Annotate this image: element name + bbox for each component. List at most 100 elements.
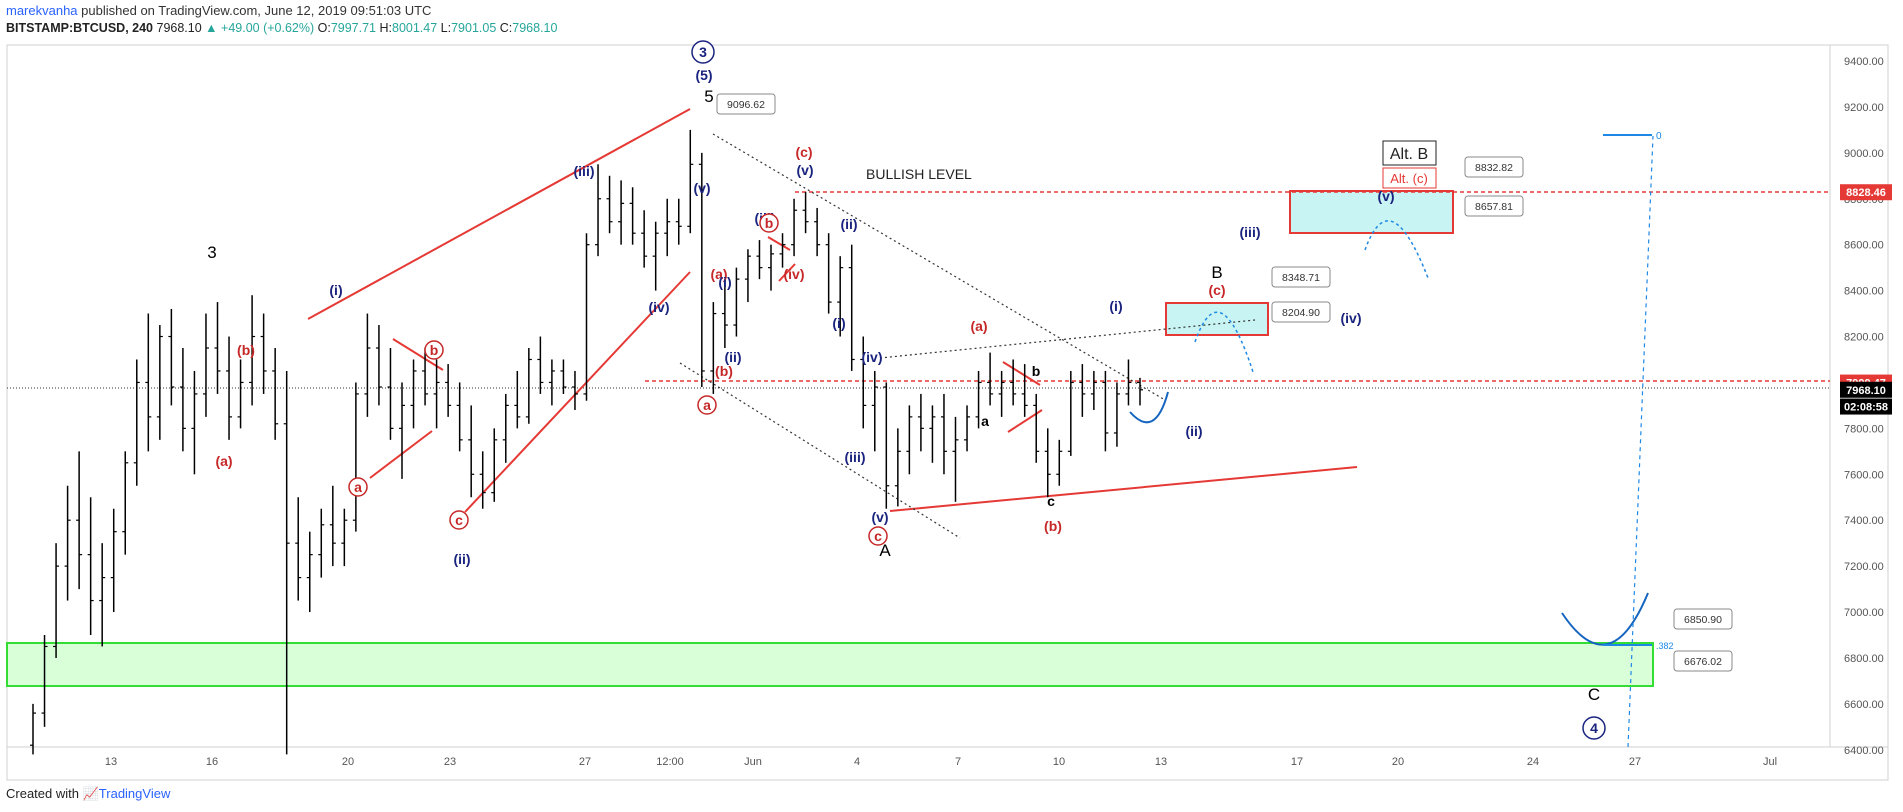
channel-line-2 (392, 338, 444, 371)
low-value: 7901.05 (451, 21, 497, 35)
candle (191, 370, 198, 475)
wave-label: (i) (832, 315, 845, 331)
price-axis-badge (1840, 184, 1892, 201)
wave-circle (868, 526, 888, 546)
price-callout-text: 6850.90 (1684, 614, 1722, 626)
candle (168, 308, 175, 406)
candle (387, 348, 394, 440)
wedge-lower-trendline (464, 271, 691, 513)
candle (964, 405, 971, 452)
candle (894, 428, 901, 507)
price-callout-box (1271, 266, 1331, 288)
alt-c-label: Alt. (c) (1390, 171, 1428, 186)
wave-circle (424, 340, 444, 360)
time-tick-label: Jul (1763, 756, 1777, 768)
wave-label: (a) (215, 453, 232, 469)
candle (64, 485, 71, 601)
wave-label: C (1588, 685, 1600, 704)
b-projection-dotted (1194, 311, 1254, 373)
candle (479, 451, 486, 509)
tradingview-logo-link[interactable]: 📈TradingView (82, 786, 171, 801)
candle (664, 198, 671, 257)
price-tick-label: 8600.00 (1844, 240, 1884, 252)
time-tick-label: 24 (1527, 756, 1539, 768)
wave-4-projection-curve (1561, 592, 1649, 646)
candle (272, 348, 279, 440)
price-tick-label: 6400.00 (1844, 745, 1884, 757)
wave-label: (b) (715, 363, 733, 379)
candle (687, 129, 694, 234)
price-callout-box (1673, 650, 1733, 672)
alt-b-box (1382, 140, 1437, 166)
fib-extension-line (1627, 135, 1654, 748)
wave-label: c (874, 528, 882, 544)
time-tick-label: 7 (955, 756, 961, 768)
price-tick-label: 7200.00 (1844, 561, 1884, 573)
wave-label: (ii) (840, 216, 857, 232)
flag-line-1 (1002, 361, 1041, 386)
wave-label: (v) (1377, 188, 1394, 204)
candle (502, 393, 509, 463)
candle (987, 352, 994, 406)
candle (352, 382, 359, 532)
price-callout-box (1673, 608, 1733, 630)
wave-label: b (430, 342, 439, 358)
wave-label: 5 (704, 87, 713, 106)
candle (606, 175, 613, 234)
candle (548, 359, 555, 406)
candle (364, 313, 371, 417)
price-tick-label: 7600.00 (1844, 469, 1884, 481)
wave-label: a (981, 413, 989, 429)
time-tick-label: 4 (854, 756, 860, 768)
created-with-text: Created with (6, 786, 79, 801)
projection-curve-up (1129, 391, 1169, 424)
alt-c-box (1382, 167, 1437, 189)
candle (122, 451, 129, 555)
candle (249, 295, 256, 406)
wave-circle (759, 213, 779, 233)
candle (283, 370, 290, 755)
price-tick-label: 7000.00 (1844, 607, 1884, 619)
wave-label: (c) (1208, 282, 1225, 298)
candle (179, 348, 186, 452)
candle (99, 543, 106, 647)
wave-label: (iv) (862, 349, 883, 365)
author-link[interactable]: marekvanha (6, 3, 78, 18)
wave-circle (691, 40, 715, 64)
price-tick-label: 6600.00 (1844, 699, 1884, 711)
candle (525, 348, 532, 424)
price-tick-label: 6800.00 (1844, 653, 1884, 665)
alt-target-zone (1289, 190, 1454, 234)
candle (468, 405, 475, 498)
candle (917, 393, 924, 452)
candle (1090, 370, 1097, 410)
candle (399, 382, 405, 479)
candle (514, 370, 521, 429)
candle (825, 233, 832, 314)
time-tick-label: 12:00 (656, 756, 684, 768)
candle (583, 233, 590, 401)
candle (156, 325, 163, 440)
price-tick-label: 7400.00 (1844, 515, 1884, 527)
candle (952, 416, 959, 502)
candle (871, 370, 878, 452)
wave-label: (iii) (1240, 224, 1261, 240)
open-value: 7997.71 (330, 21, 377, 35)
time-tick-label: 27 (579, 756, 591, 768)
candle (260, 313, 267, 394)
candle (145, 313, 152, 452)
price-tick-label: 9000.00 (1844, 148, 1884, 160)
wave-label: 3 (699, 44, 707, 60)
price-axis-badge (1840, 381, 1892, 398)
candle (929, 405, 936, 463)
wedge-upper-trendline (307, 108, 691, 320)
time-axis: 13 16 20 23 27 12:00 Jun 4 7 10 13 17 20 24 27 Jul (105, 756, 1777, 768)
wave-circle (697, 395, 717, 415)
candle (1113, 382, 1120, 447)
price-axis-badge (1840, 398, 1892, 415)
candle (721, 279, 728, 348)
low-label: L: (440, 21, 452, 35)
last-price: 7968.10 (156, 21, 202, 35)
wave-label: (v) (871, 509, 888, 525)
